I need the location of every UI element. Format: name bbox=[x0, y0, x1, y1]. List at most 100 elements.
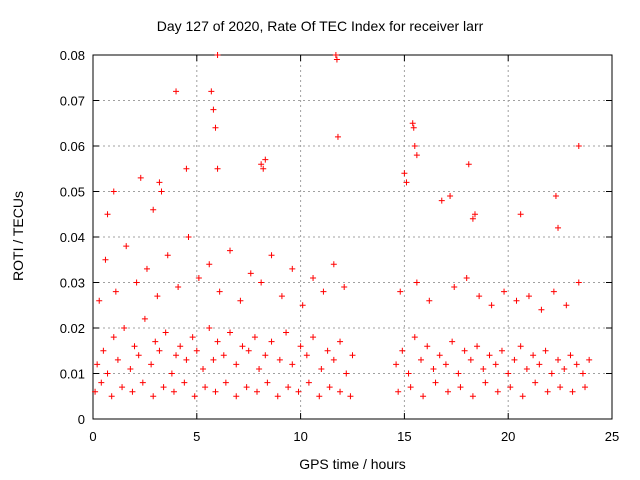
data-point bbox=[303, 352, 310, 359]
data-point bbox=[177, 343, 184, 350]
data-point bbox=[567, 352, 574, 359]
data-point bbox=[519, 393, 526, 400]
x-tick-label: 10 bbox=[293, 429, 307, 444]
data-point bbox=[214, 52, 221, 58]
data-point bbox=[474, 343, 481, 350]
data-point bbox=[183, 356, 190, 363]
data-point bbox=[214, 338, 221, 345]
data-point bbox=[337, 338, 344, 345]
data-point bbox=[276, 356, 283, 363]
x-tick-label: 5 bbox=[193, 429, 200, 444]
data-point bbox=[181, 379, 188, 386]
data-point bbox=[262, 352, 269, 359]
data-point bbox=[285, 384, 292, 391]
data-point bbox=[555, 224, 562, 231]
data-point bbox=[227, 247, 234, 254]
data-point bbox=[152, 338, 159, 345]
data-point bbox=[104, 211, 111, 218]
data-point bbox=[289, 265, 296, 272]
data-point bbox=[98, 379, 105, 386]
y-tick-label: 0.06 bbox=[60, 139, 85, 154]
data-point bbox=[413, 152, 420, 159]
data-point bbox=[150, 206, 157, 213]
grid-lines bbox=[93, 55, 612, 419]
data-point bbox=[482, 379, 489, 386]
data-point bbox=[170, 388, 177, 395]
data-point bbox=[457, 384, 464, 391]
data-point bbox=[127, 365, 134, 372]
data-point bbox=[530, 352, 537, 359]
data-point bbox=[233, 393, 240, 400]
data-point bbox=[227, 329, 234, 336]
data-point bbox=[413, 279, 420, 286]
data-point bbox=[183, 165, 190, 172]
data-point bbox=[442, 361, 449, 368]
data-point bbox=[320, 288, 327, 295]
data-point bbox=[471, 211, 478, 218]
data-point bbox=[310, 274, 317, 281]
y-tick-label: 0.01 bbox=[60, 367, 85, 382]
data-point bbox=[334, 133, 341, 140]
data-point bbox=[92, 388, 99, 395]
data-point bbox=[310, 334, 317, 341]
data-point bbox=[139, 379, 146, 386]
data-point bbox=[216, 288, 223, 295]
data-point bbox=[214, 165, 221, 172]
data-point bbox=[212, 124, 219, 131]
data-point bbox=[532, 379, 539, 386]
data-point bbox=[544, 388, 551, 395]
data-point bbox=[447, 193, 454, 200]
data-point bbox=[237, 297, 244, 304]
data-point bbox=[393, 361, 400, 368]
data-point bbox=[488, 302, 495, 309]
data-point bbox=[410, 124, 417, 131]
y-tick-label: 0.08 bbox=[60, 48, 85, 63]
data-point bbox=[525, 293, 532, 300]
data-point bbox=[173, 352, 180, 359]
data-point bbox=[330, 261, 337, 268]
data-point bbox=[222, 379, 229, 386]
data-point bbox=[299, 302, 306, 309]
data-point bbox=[542, 347, 549, 354]
data-point bbox=[119, 384, 126, 391]
x-tick-label: 25 bbox=[605, 429, 619, 444]
data-point bbox=[397, 288, 404, 295]
data-point bbox=[418, 356, 425, 363]
x-tick-label: 20 bbox=[501, 429, 515, 444]
y-tick-label: 0.03 bbox=[60, 276, 85, 291]
data-point bbox=[469, 393, 476, 400]
data-point bbox=[110, 334, 117, 341]
data-point bbox=[347, 393, 354, 400]
data-point bbox=[247, 270, 254, 277]
data-point bbox=[189, 334, 196, 341]
data-point bbox=[297, 343, 304, 350]
y-tick-label: 0.02 bbox=[60, 321, 85, 336]
data-point bbox=[160, 384, 167, 391]
data-point bbox=[395, 388, 402, 395]
data-point bbox=[494, 388, 501, 395]
data-point bbox=[511, 356, 518, 363]
data-point bbox=[243, 384, 250, 391]
data-point bbox=[341, 284, 348, 291]
y-axis-label: ROTI / TECUs bbox=[10, 191, 26, 281]
data-point bbox=[283, 329, 290, 336]
data-point bbox=[175, 284, 182, 291]
data-point bbox=[552, 193, 559, 200]
data-point bbox=[505, 370, 512, 377]
y-tick-label: 0.05 bbox=[60, 185, 85, 200]
data-point bbox=[455, 370, 462, 377]
data-point bbox=[173, 88, 180, 95]
data-point bbox=[424, 343, 431, 350]
data-point bbox=[185, 234, 192, 240]
data-point bbox=[133, 279, 140, 286]
data-point bbox=[332, 52, 339, 58]
data-point bbox=[523, 365, 530, 372]
data-point bbox=[480, 365, 487, 372]
data-point bbox=[517, 211, 524, 218]
data-point bbox=[465, 161, 472, 168]
data-point bbox=[463, 274, 470, 281]
data-point bbox=[278, 293, 285, 300]
data-point bbox=[436, 352, 443, 359]
data-point bbox=[476, 293, 483, 300]
